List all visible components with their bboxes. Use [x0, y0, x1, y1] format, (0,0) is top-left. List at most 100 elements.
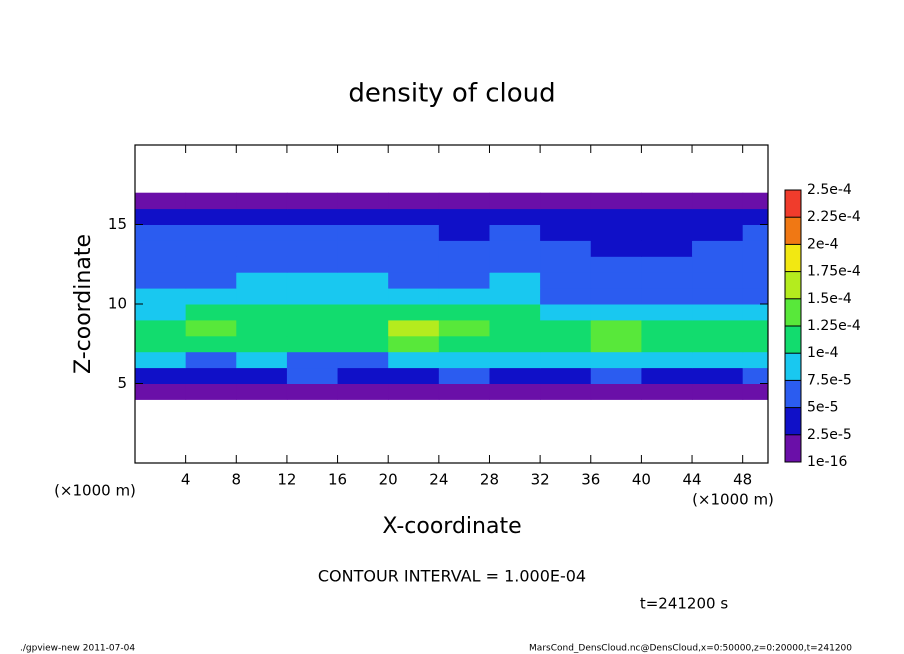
colorbar-label: 1.25e-4: [807, 318, 861, 334]
colorbar-label: 2.5e-5: [807, 427, 852, 443]
cell: [286, 319, 339, 337]
colorbar-swatch: [785, 298, 801, 326]
cell: [489, 224, 541, 241]
cell: [236, 319, 288, 337]
cell: [337, 192, 389, 210]
cell: [692, 304, 744, 321]
cell: [286, 192, 339, 210]
contour-interval: CONTOUR INTERVAL = 1.000E-04: [318, 567, 586, 586]
cell: [590, 272, 642, 289]
cell: [185, 208, 237, 225]
x-unit: (×1000 m): [692, 491, 774, 509]
cell: [135, 208, 187, 225]
cell: [438, 208, 490, 225]
cell: [489, 367, 541, 384]
cell: [438, 304, 490, 321]
x-tick-label: 44: [682, 471, 701, 489]
cell: [489, 351, 541, 369]
cell: [692, 208, 744, 225]
cell: [337, 367, 389, 384]
cell: [692, 288, 744, 305]
cell: [185, 256, 237, 273]
cell: [438, 272, 490, 289]
cell: [438, 367, 490, 384]
cell: [286, 351, 339, 369]
cell: [388, 192, 440, 210]
cell: [286, 367, 339, 384]
cell: [590, 383, 642, 400]
cell: [438, 288, 490, 305]
cell: [540, 319, 592, 337]
cell: [540, 256, 592, 273]
cell: [337, 208, 389, 225]
cell: [337, 319, 389, 337]
cell: [692, 256, 744, 273]
cell: [590, 224, 642, 241]
time-label: t=241200 s: [640, 595, 728, 613]
cell: [590, 351, 642, 369]
cell: [135, 288, 187, 305]
cell: [742, 319, 768, 337]
cell: [236, 288, 288, 305]
x-tick-label: 32: [531, 471, 550, 489]
cell: [641, 319, 693, 337]
cell: [438, 192, 490, 210]
cell: [185, 383, 237, 400]
cell: [742, 383, 768, 400]
colorbar-swatch: [785, 271, 801, 299]
cell: [286, 288, 339, 305]
cell: [185, 192, 237, 210]
cell: [438, 351, 490, 369]
cell: [489, 335, 541, 353]
x-tick-label: 12: [277, 471, 296, 489]
cell: [337, 335, 389, 353]
cell: [489, 304, 541, 321]
colorbar-label: 1e-4: [807, 345, 839, 361]
cell: [489, 208, 541, 225]
cell: [641, 351, 693, 369]
cell: [236, 351, 288, 369]
cell: [692, 224, 744, 241]
colorbar-label: 2.25e-4: [807, 209, 861, 225]
cell: [489, 192, 541, 210]
cell: [135, 319, 187, 337]
cell: [438, 335, 490, 353]
cell: [438, 224, 490, 241]
cell: [388, 319, 440, 337]
x-tick-label: 24: [429, 471, 448, 489]
cell: [742, 240, 768, 257]
y-axis-label: Z-coordinate: [71, 234, 96, 374]
colorbar-label: 1.75e-4: [807, 264, 861, 280]
x-tick-label: 28: [480, 471, 499, 489]
cell: [742, 367, 768, 384]
cell: [337, 351, 389, 369]
cell: [742, 288, 768, 305]
cell: [641, 256, 693, 273]
y-tick-label: 5: [117, 374, 127, 392]
y-unit: (×1000 m): [54, 482, 136, 500]
cell: [540, 208, 592, 225]
cell: [236, 256, 288, 273]
footer-left: ./gpview-new 2011-07-04: [20, 644, 135, 654]
cell: [185, 288, 237, 305]
cell: [540, 304, 592, 321]
y-tick-label: 15: [108, 215, 127, 233]
cell: [185, 319, 237, 337]
cell: [641, 383, 693, 400]
x-tick-label: 40: [632, 471, 651, 489]
cell: [641, 224, 693, 241]
cell: [641, 192, 693, 210]
cell: [236, 192, 288, 210]
cell: [185, 351, 237, 369]
cell: [540, 335, 592, 353]
cell: [388, 383, 440, 400]
x-tick-label: 20: [379, 471, 398, 489]
cell: [590, 256, 642, 273]
x-tick-label: 36: [581, 471, 600, 489]
colorbar-label: 2.5e-4: [807, 182, 852, 198]
cell: [337, 288, 389, 305]
cell: [540, 240, 592, 257]
colorbar-label: 2e-4: [807, 236, 839, 252]
cell: [590, 208, 642, 225]
